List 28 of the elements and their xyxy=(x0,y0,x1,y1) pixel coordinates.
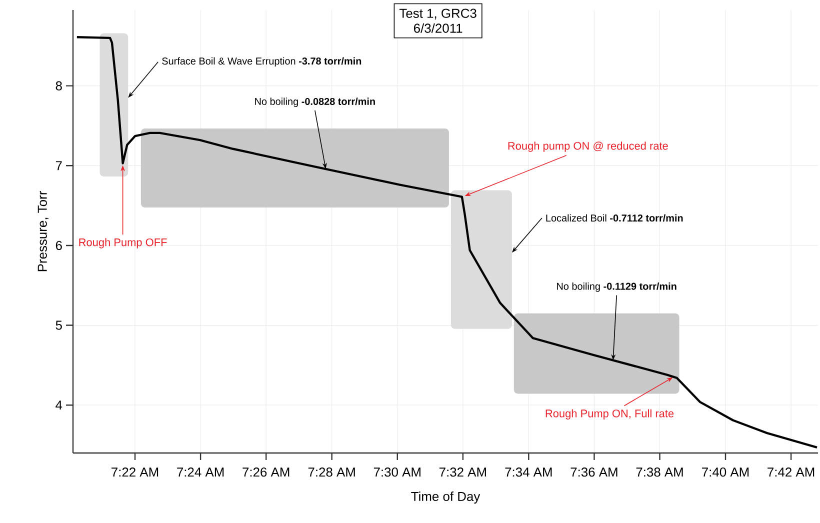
x-tick-label: 7:40 AM xyxy=(702,468,749,477)
band-label: Surface Boil & Wave Erruption -3.78 torr/min xyxy=(162,57,362,67)
x-tick-label: 7:28 AM xyxy=(308,468,355,477)
x-tick-label: 7:32 AM xyxy=(439,468,486,477)
x-tick-label: 7:38 AM xyxy=(636,468,683,477)
x-tick-label: 7:42 AM xyxy=(768,468,814,477)
y-tick-label: 6 xyxy=(56,240,62,250)
annotation: Rough pump ON @ reduced rate xyxy=(508,142,668,152)
annotation: Rough Pump ON, Full rate xyxy=(546,409,674,420)
band-label: No boiling -0.0828 torr/min xyxy=(255,98,375,107)
x-tick-label: 7:26 AM xyxy=(242,468,290,477)
chart-title: Test 1, GRC3 xyxy=(399,8,476,20)
text: 6/3/2011 xyxy=(414,23,462,33)
y-tick-label: 7 xyxy=(56,161,62,170)
y-axis-title: Pressure, Torr xyxy=(38,191,48,272)
line-series xyxy=(76,36,818,449)
x-tick-label: 7:24 AM xyxy=(177,468,224,477)
x-tick-label: 7:30 AM xyxy=(374,468,420,477)
y-tick-label: 4 xyxy=(56,400,62,410)
band-label: No boiling -0.1129 torr/min xyxy=(557,282,676,292)
band-label: Localized Boil -0.7112 torr/min xyxy=(546,214,683,222)
x-axis-title: Time of Day xyxy=(411,492,480,504)
x-tick-label: 7:36 AM xyxy=(570,468,618,477)
y-tick-label: 5 xyxy=(56,320,62,330)
annotation: Rough Pump OFF xyxy=(79,238,167,248)
y-tick-label: 8 xyxy=(56,81,62,90)
x-tick-label: 7:34 AM xyxy=(505,468,552,477)
x-tick-label: 7:22 AM xyxy=(112,468,158,477)
